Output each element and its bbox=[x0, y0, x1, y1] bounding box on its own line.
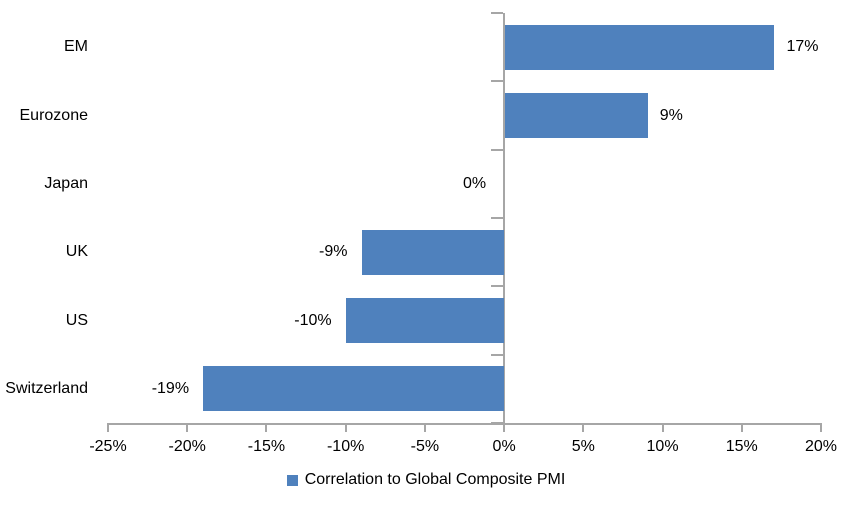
y-axis-tick bbox=[491, 353, 504, 356]
x-axis-tick-label: 5% bbox=[571, 438, 595, 455]
x-axis-tick-label: -5% bbox=[410, 438, 440, 455]
x-axis-tick-label: 0% bbox=[492, 438, 516, 455]
x-axis-tick bbox=[186, 423, 189, 432]
x-axis-tick bbox=[582, 423, 585, 432]
category-label-switzerland: Switzerland bbox=[5, 379, 88, 397]
legend-marker-swatch bbox=[286, 474, 298, 486]
y-axis-line bbox=[503, 13, 506, 423]
x-axis-tick-label: 10% bbox=[646, 438, 679, 455]
x-axis-line bbox=[108, 423, 821, 425]
x-axis-tick-label: -15% bbox=[247, 438, 286, 455]
value-label-em: 17% bbox=[786, 37, 819, 55]
x-axis-tick bbox=[423, 423, 426, 432]
x-axis-tick bbox=[107, 423, 109, 432]
value-label-uk: -9% bbox=[319, 242, 348, 260]
category-label-eurozone: Eurozone bbox=[19, 106, 89, 124]
legend: Correlation to Global Composite PMI bbox=[0, 471, 852, 489]
x-axis-tick bbox=[503, 423, 506, 432]
y-axis-tick bbox=[491, 422, 504, 424]
category-label-us: US bbox=[65, 311, 88, 329]
y-axis-tick bbox=[491, 148, 504, 151]
bar-uk bbox=[361, 229, 505, 275]
y-axis-tick bbox=[491, 217, 504, 219]
x-axis-tick bbox=[740, 423, 743, 432]
bar-em bbox=[505, 24, 775, 70]
y-axis-tick bbox=[491, 12, 504, 14]
legend-label: Correlation to Global Composite PMI bbox=[304, 471, 566, 488]
x-axis-tick-label: 15% bbox=[725, 438, 758, 455]
category-label-japan: Japan bbox=[44, 174, 88, 192]
category-label-uk: UK bbox=[65, 242, 88, 260]
x-axis-tick-label: -10% bbox=[326, 438, 365, 455]
x-axis-tick bbox=[344, 423, 347, 432]
category-label-em: EM bbox=[64, 37, 88, 55]
x-axis-tick-label: -20% bbox=[168, 438, 206, 455]
bar-eurozone bbox=[505, 93, 648, 138]
x-axis-tick-label: -25% bbox=[89, 438, 127, 455]
y-axis-tick bbox=[491, 285, 504, 288]
value-label-japan: 0% bbox=[462, 174, 487, 192]
value-label-switzerland: -19% bbox=[151, 379, 190, 397]
bar-us bbox=[345, 298, 505, 343]
value-label-us: -10% bbox=[294, 311, 332, 329]
x-axis-tick bbox=[820, 423, 822, 432]
x-axis-tick-label: 20% bbox=[804, 438, 838, 455]
x-axis-tick bbox=[661, 423, 664, 432]
x-axis-tick bbox=[265, 423, 268, 432]
bar-switzerland bbox=[203, 366, 505, 412]
value-label-eurozone: 9% bbox=[659, 106, 683, 124]
y-axis-tick bbox=[491, 80, 504, 83]
